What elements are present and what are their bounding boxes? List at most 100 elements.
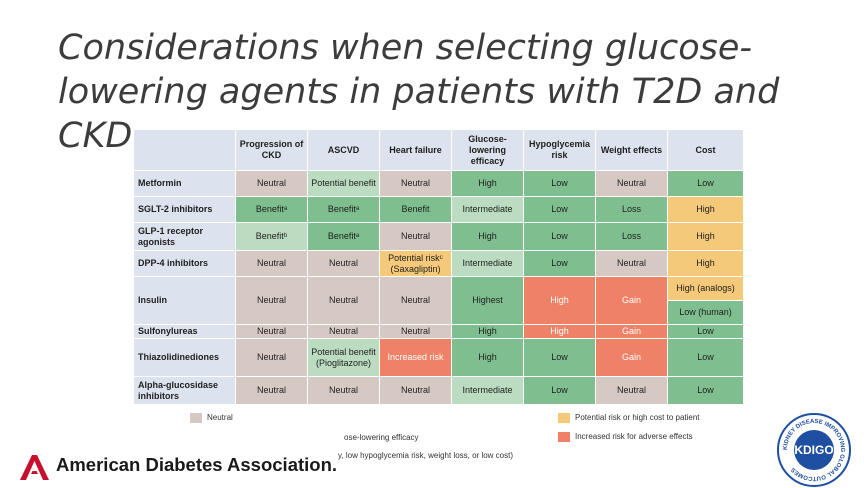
row-label-thiazolidinediones: Thiazolidinediones [133, 338, 236, 377]
header-ascvd: ASCVD [307, 129, 380, 171]
row-label-alpha-glucosidase: Alpha-glucosidase inhibitors [133, 376, 236, 405]
table-cell: Low [523, 222, 596, 251]
header-ckd-progression: Progression of CKD [235, 129, 308, 171]
ada-wordmark: American Diabetes Association. [56, 454, 338, 475]
table-cell: High [667, 250, 744, 277]
table-cell: Potential riskᶜ (Saxagliptin) [379, 250, 452, 277]
table-cell: Neutral [307, 324, 380, 339]
row-label-insulin: Insulin [133, 276, 236, 325]
table-row: Alpha-glucosidase inhibitors Neutral Neu… [133, 376, 744, 405]
legend-potential-risk-swatch [558, 413, 570, 423]
table-cell: Low [523, 338, 596, 377]
legend-benefit-label: y, low hypoglycemia risk, weight loss, o… [338, 451, 514, 460]
table-cell: Gain [595, 276, 668, 325]
table-cell: Low [667, 376, 744, 405]
slide-title: Considerations when selecting glucose- l… [58, 26, 838, 158]
table-cell: High [667, 196, 744, 223]
table-cell: Neutral [595, 250, 668, 277]
table-cell: Intermediate [451, 250, 524, 277]
table-cell: Low [667, 170, 744, 197]
title-line-1: Considerations when selecting glucose- [58, 28, 753, 68]
legend-neutral-label: Neutral [207, 413, 233, 422]
table-cell: High [451, 338, 524, 377]
table-cell: Low [667, 324, 744, 339]
legend-potential-risk-label: Potential risk or high cost to patient [575, 413, 700, 422]
table-cell: Intermediate [451, 196, 524, 223]
legend-efficacy-label: ose-lowering efficacy [344, 433, 419, 442]
table-cell: Neutral [379, 276, 452, 325]
table-cell: Neutral [595, 376, 668, 405]
legend-increased-risk-swatch [558, 432, 570, 442]
table-cell: Potential benefit [307, 170, 380, 197]
table-cell: Benefitᵃ [235, 196, 308, 223]
table-cell: Neutral [379, 170, 452, 197]
row-label-sglt2: SGLT-2 inhibitors [133, 196, 236, 223]
table-row: GLP-1 receptor agonists Benefitᵇ Benefit… [133, 222, 744, 251]
table-cell: Low [523, 196, 596, 223]
table-row: DPP-4 inhibitors Neutral Neutral Potenti… [133, 250, 744, 277]
table-cell: Neutral [235, 276, 308, 325]
table-row: Metformin Neutral Potential benefit Neut… [133, 170, 744, 197]
row-label-metformin: Metformin [133, 170, 236, 197]
kdigo-seal-icon: KIDNEY DISEASE IMPROVING GLOBAL OUTCOMES… [777, 413, 851, 487]
table-cell: Neutral [235, 250, 308, 277]
header-weight: Weight effects [595, 129, 668, 171]
header-corner [133, 129, 236, 171]
table-cell: High [451, 222, 524, 251]
table-row: SGLT-2 inhibitors Benefitᵃ Benefitᵃ Bene… [133, 196, 744, 223]
table-cell: Neutral [235, 324, 308, 339]
table-cell: Loss [595, 222, 668, 251]
table-cell: Increased risk [379, 338, 452, 377]
ada-logo: American Diabetes Association. [18, 452, 348, 482]
row-label-sulfonylureas: Sulfonylureas [133, 324, 236, 339]
table-row: Insulin Neutral Neutral Neutral Highest … [133, 276, 744, 325]
table-row: Thiazolidinediones Neutral Potential ben… [133, 338, 744, 377]
header-heart-failure: Heart failure [379, 129, 452, 171]
table-cell: Gain [595, 338, 668, 377]
table-cell: Intermediate [451, 376, 524, 405]
table-cell: Loss [595, 196, 668, 223]
table-cell: Neutral [235, 170, 308, 197]
table-cell: Benefit [379, 196, 452, 223]
table-cell: Low [667, 338, 744, 377]
table-cell: Benefitᵃ [307, 222, 380, 251]
table-cell: Potential benefit (Pioglitazone) [307, 338, 380, 377]
table-cell: High [523, 324, 596, 339]
table-cell: High [523, 276, 596, 325]
table-row: Sulfonylureas Neutral Neutral Neutral Hi… [133, 324, 744, 339]
table-cell: Benefitᵇ [235, 222, 308, 251]
row-label-glp1: GLP-1 receptor agonists [133, 222, 236, 251]
table-cell: Highest [451, 276, 524, 325]
row-label-dpp4: DPP-4 inhibitors [133, 250, 236, 277]
table-cell: Benefitᵃ [307, 196, 380, 223]
header-hypoglycemia: Hypoglycemia risk [523, 129, 596, 171]
table-cell: Neutral [307, 250, 380, 277]
table-cell: Neutral [307, 276, 380, 325]
table-cell: Neutral [595, 170, 668, 197]
table-cell: Low [523, 376, 596, 405]
table-cell: Neutral [379, 222, 452, 251]
header-cost: Cost [667, 129, 744, 171]
comparison-table: Progression of CKD ASCVD Heart failure G… [133, 129, 744, 405]
table-cell: Neutral [235, 376, 308, 405]
table-cell: High (analogs) [667, 276, 744, 301]
table-cell: Low (human) [667, 300, 744, 325]
table-cell: Low [523, 170, 596, 197]
table-cell: Neutral [307, 376, 380, 405]
table-cell: Neutral [235, 338, 308, 377]
kdigo-center-text: KDIGO [794, 443, 833, 457]
table-cell: High [451, 324, 524, 339]
table-cell: Gain [595, 324, 668, 339]
table-cell: Neutral [379, 324, 452, 339]
legend-increased-risk-label: Increased risk for adverse effects [575, 432, 693, 441]
comparison-table-container: Progression of CKD ASCVD Heart failure G… [133, 129, 744, 405]
legend-neutral-swatch [190, 413, 202, 423]
table-header-row: Progression of CKD ASCVD Heart failure G… [133, 129, 744, 171]
table-cell: Low [523, 250, 596, 277]
table-cell: Neutral [379, 376, 452, 405]
header-glucose-efficacy: Glucose-lowering efficacy [451, 129, 524, 171]
table-cell: High [667, 222, 744, 251]
table-cell: High [451, 170, 524, 197]
title-line-2: lowering agents in patients with T2D and… [58, 72, 780, 156]
ada-triangle-icon [20, 455, 49, 480]
